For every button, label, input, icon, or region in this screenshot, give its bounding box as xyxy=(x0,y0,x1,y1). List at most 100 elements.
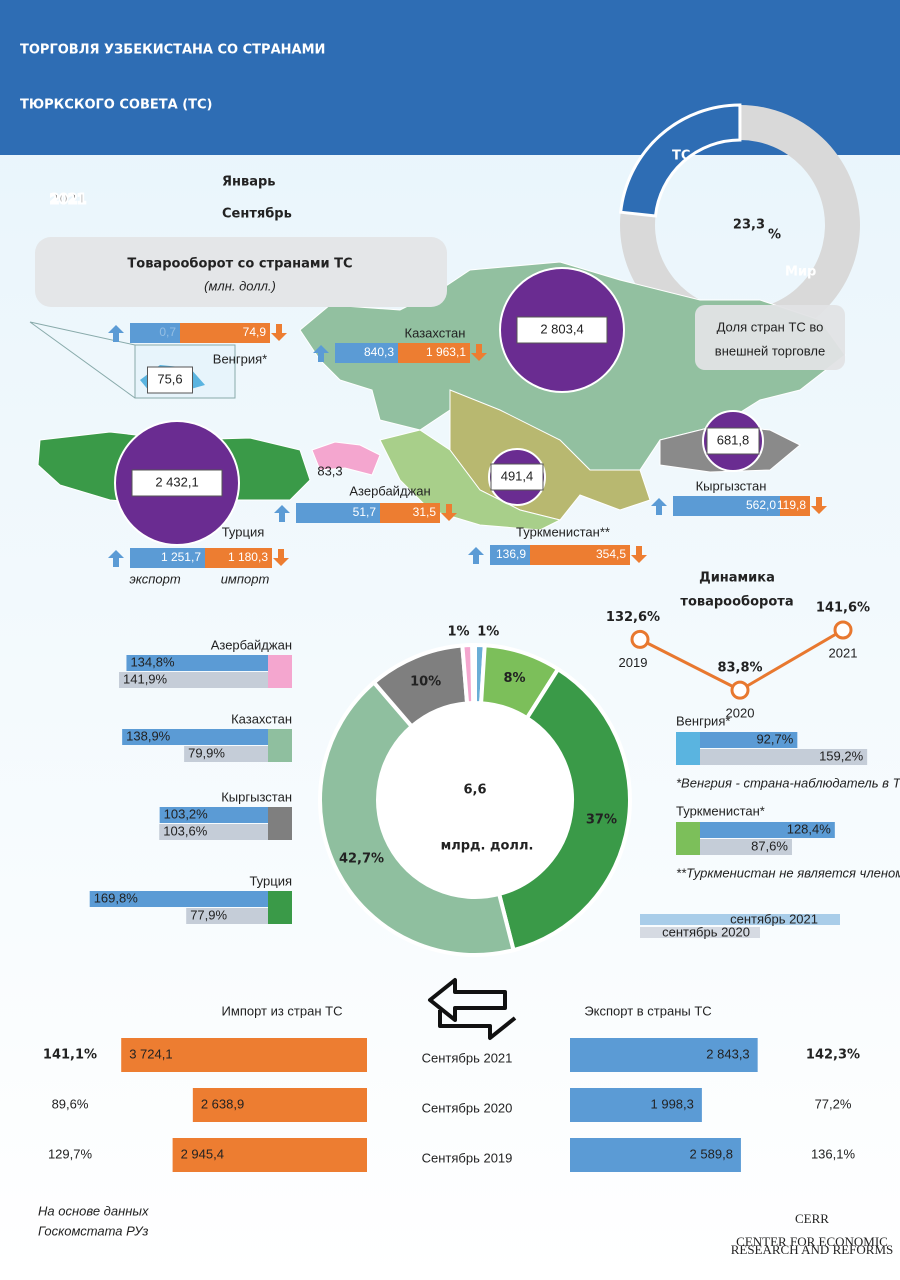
export-value: 1 251,7 xyxy=(161,550,201,564)
growth-country: Туркменистан* xyxy=(676,803,765,818)
legend-label: сентябрь 2020 xyxy=(662,924,750,939)
month: Январь xyxy=(222,175,276,190)
country-color xyxy=(268,729,292,762)
donut-hole xyxy=(378,703,572,897)
country-name: Казахстан xyxy=(405,325,466,340)
export-bar xyxy=(570,1038,758,1072)
segment-label: 1% xyxy=(448,625,470,640)
bar-2021 xyxy=(122,729,268,745)
source: На основе данных xyxy=(38,1203,149,1218)
legend-label: сентябрь 2021 xyxy=(730,911,818,926)
import-value: 354,5 xyxy=(596,547,626,561)
total-box xyxy=(490,463,544,491)
share-donut xyxy=(619,103,861,345)
segment-label: 42,7% xyxy=(339,852,384,867)
country-color xyxy=(676,822,700,855)
export-box xyxy=(673,496,780,516)
bar-2020 xyxy=(119,672,268,688)
segment-label: 1% xyxy=(477,625,499,640)
growth-country: Казахстан xyxy=(231,711,292,726)
export-growth: 136,1% xyxy=(811,1146,856,1161)
import-value: 74,9 xyxy=(243,325,267,339)
bar-2020 xyxy=(700,839,792,855)
dynamics-year: 2021 xyxy=(829,645,858,660)
dynamics-point xyxy=(833,620,853,640)
import-label: импорт xyxy=(221,571,270,586)
segment-label: 37% xyxy=(586,813,617,828)
country-color xyxy=(676,732,700,765)
import-value: 119,8 xyxy=(777,498,806,512)
import-bar xyxy=(121,1038,367,1072)
growth-label: 134,8% xyxy=(130,654,175,669)
exchange-icon xyxy=(428,978,517,1040)
world-label: Мир xyxy=(785,265,816,280)
total-unit: млрд. долл. xyxy=(441,839,534,854)
export-value: 0,7 xyxy=(159,325,176,339)
growth-country: Азербайджан xyxy=(211,637,292,652)
import-value: 3 724,1 xyxy=(129,1046,172,1061)
down-arrow xyxy=(271,324,287,341)
growth-label: 87,6% xyxy=(751,838,788,853)
bar-2020 xyxy=(159,824,268,840)
dynamics-title: Динамика xyxy=(699,571,775,586)
growth-country: Турция xyxy=(249,873,292,888)
import-bar xyxy=(192,1088,367,1122)
down-arrow xyxy=(631,546,647,563)
total: 75,6 xyxy=(157,371,182,386)
share-caption: внешней торговле xyxy=(715,343,825,358)
up-arrow xyxy=(274,505,290,522)
import-bar xyxy=(172,1138,367,1172)
total: 491,4 xyxy=(501,468,534,483)
country-color xyxy=(268,891,292,924)
country-color xyxy=(268,807,292,840)
legend-2020 xyxy=(640,927,760,938)
import-growth: 129,7% xyxy=(48,1146,93,1161)
title-line: ТЮРКСКОГО СОВЕТА (ТС) xyxy=(20,98,213,113)
growth-label: 103,2% xyxy=(164,806,209,821)
growth-country: Венгрия* xyxy=(676,713,730,728)
import-value: 2 638,9 xyxy=(201,1096,244,1111)
turnover-box xyxy=(35,237,447,307)
total-box xyxy=(706,427,760,455)
segment-label: 10% xyxy=(410,674,441,689)
country-name: Турция xyxy=(222,524,265,539)
export-title: Экспорт в страны ТС xyxy=(584,1003,711,1018)
legend-2021 xyxy=(640,914,840,925)
total: 2 432,1 xyxy=(155,474,198,489)
bar-2021 xyxy=(700,822,835,838)
growth-bars: Азербайджан 134,8% 141,9% Казахстан 138,9% 79… xyxy=(89,637,900,939)
import-title: Импорт из стран ТС xyxy=(222,1003,343,1018)
growth-label: 92,7% xyxy=(756,731,793,746)
total-box xyxy=(147,366,193,394)
country-name: Кыргызстан xyxy=(696,478,767,493)
dynamics-line: 132,6% 2019 83,8% 2020 141,6% 2021 xyxy=(606,601,870,721)
bar-2021 xyxy=(126,655,269,671)
growth-label: 159,2% xyxy=(819,748,864,763)
note: **Туркменистан не является членом ТС xyxy=(676,865,900,880)
export-label: экспорт xyxy=(129,571,180,586)
caption-box xyxy=(695,305,845,370)
bar-2021 xyxy=(700,732,798,748)
import-value: 1 963,1 xyxy=(426,345,466,359)
segment-label: 8% xyxy=(504,671,526,686)
up-arrow xyxy=(651,498,667,515)
export-bar xyxy=(570,1138,741,1172)
import-value: 31,5 xyxy=(413,505,437,519)
country-name: Азербайджан xyxy=(349,483,430,498)
note: *Венгрия - страна-наблюдатель в ТС xyxy=(676,775,900,790)
source: Госкомстата РУз xyxy=(38,1223,148,1238)
export-box xyxy=(130,548,205,568)
import-box xyxy=(205,548,272,568)
dynamics-year: 2019 xyxy=(619,655,648,670)
dynamics-point xyxy=(630,629,650,649)
import-value: 2 945,4 xyxy=(181,1146,224,1161)
period: Сентябрь 2020 xyxy=(422,1100,513,1115)
turnover-unit: (млн. долл.) xyxy=(204,278,276,293)
country-color xyxy=(268,655,292,688)
total: 6,6 xyxy=(463,783,486,798)
down-arrow xyxy=(811,497,827,514)
title-line: ТОРГОВЛЯ УЗБЕКИСТАНА СО СТРАНАМИ xyxy=(20,43,325,58)
dynamics-title: товарооборота xyxy=(680,595,793,610)
